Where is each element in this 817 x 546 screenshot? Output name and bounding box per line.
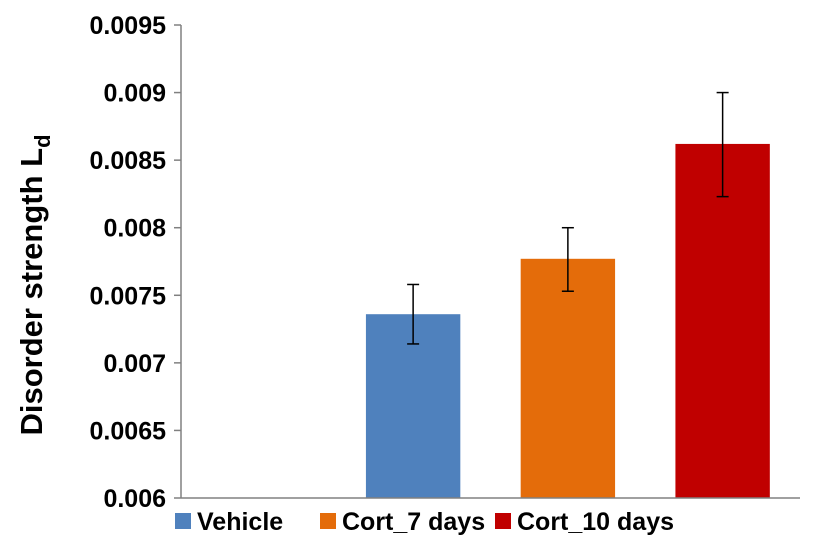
y-tick-label: 0.008: [103, 215, 166, 243]
y-axis-title: Disorder strength Ld: [14, 134, 55, 435]
y-tick-label: 0.007: [103, 350, 166, 378]
legend-swatch: [320, 513, 336, 529]
legend-swatch: [175, 513, 191, 529]
legend-label: Cort_7 days: [342, 508, 485, 536]
legend-label: Cort_10 days: [517, 508, 674, 536]
legend: Vehicle Cort_7 days Cort_10 days: [175, 508, 674, 536]
y-tick-label: 0.0095: [90, 12, 167, 40]
bar: [520, 258, 616, 498]
legend-swatch: [495, 513, 511, 529]
y-tick-label: 0.006: [103, 485, 166, 513]
y-axis-title-subscript: d: [30, 134, 55, 147]
bar: [365, 314, 461, 498]
y-axis-title-text: Disorder strength L: [14, 148, 49, 436]
y-tick-label: 0.0065: [90, 417, 167, 445]
error-bars: [407, 91, 729, 345]
bars: [365, 143, 770, 498]
y-tick-label: 0.0075: [90, 282, 167, 310]
legend-label: Vehicle: [197, 508, 283, 536]
bar: [675, 143, 770, 498]
y-axis: 0.006 0.0065 0.007 0.0075 0.008 0.0085 0.009 0.…: [90, 12, 182, 513]
y-tick-label: 0.009: [103, 80, 166, 108]
y-tick-label: 0.0085: [90, 147, 167, 175]
